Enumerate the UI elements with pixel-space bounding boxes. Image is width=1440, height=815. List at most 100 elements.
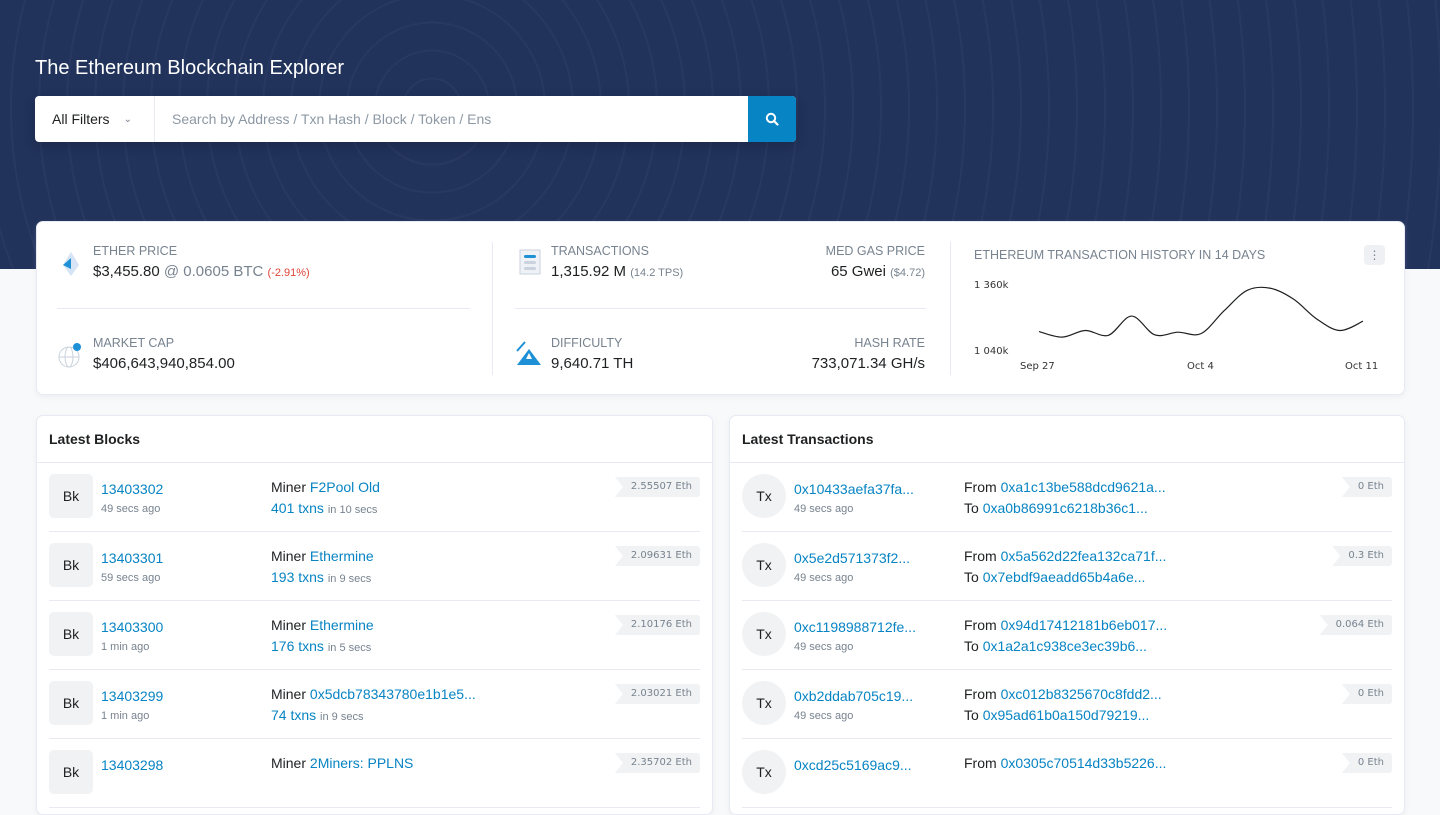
data-point-sep-28[interactable] xyxy=(1059,334,1065,340)
data-point-sep-29[interactable] xyxy=(1082,328,1088,334)
tx-hash-link[interactable]: 0xcd25c5169ac9... xyxy=(794,757,912,773)
search-icon xyxy=(765,112,779,126)
gas-price-stat[interactable]: Med Gas Price 65 Gwei ($4.72) xyxy=(826,244,925,280)
stats-card: Ether Price $3,455.80 @ 0.0605 BTC (-2.9… xyxy=(36,221,1405,395)
tx-age: 49 secs ago xyxy=(794,572,854,584)
data-point-oct-6[interactable] xyxy=(1244,287,1250,293)
block-badge: Bk xyxy=(49,612,93,656)
data-point-oct-4[interactable] xyxy=(1198,331,1204,337)
miner-label: Miner xyxy=(271,617,307,633)
to-address-link[interactable]: 0x95ad61b0a150d79219... xyxy=(982,707,1150,723)
ethereum-icon xyxy=(63,252,79,276)
tx-hash-link[interactable]: 0xc1198988712fe... xyxy=(794,619,916,635)
block-age: 1 min ago xyxy=(101,641,150,653)
tx-badge: Tx xyxy=(742,612,786,656)
data-point-oct-3[interactable] xyxy=(1175,329,1181,335)
x-tick-label: Sep 27 xyxy=(1020,361,1055,372)
block-reward: 2.35702 Eth xyxy=(614,753,700,773)
data-point-oct-7[interactable] xyxy=(1267,285,1273,291)
tx-hash-link[interactable]: 0x10433aefa37fa... xyxy=(794,481,914,497)
from-label: From xyxy=(964,479,997,495)
tx-hash-link[interactable]: 0xb2ddab705c19... xyxy=(794,688,914,704)
txns-link[interactable]: 401 txns xyxy=(271,500,324,516)
data-point-oct-9[interactable] xyxy=(1314,316,1320,322)
block-badge: Bk xyxy=(49,750,93,794)
search-bar: All Filters ⌄ xyxy=(35,96,796,142)
transactions-icon xyxy=(519,249,541,275)
from-address-link[interactable]: 0x0305c70514d33b5226... xyxy=(1000,755,1167,771)
txns-link[interactable]: 176 txns xyxy=(271,638,324,654)
filter-label: All Filters xyxy=(52,111,110,127)
transactions-label: Transactions xyxy=(551,244,649,258)
txns-link[interactable]: 193 txns xyxy=(271,569,324,585)
block-number-link[interactable]: 13403299 xyxy=(101,688,164,704)
tx-age: 49 secs ago xyxy=(794,710,854,722)
miner-link[interactable]: Ethermine xyxy=(309,548,374,564)
txns-link[interactable]: 74 txns xyxy=(271,707,317,723)
x-tick-label: Oct 11 xyxy=(1345,361,1379,372)
block-number-link[interactable]: 13403298 xyxy=(101,757,164,773)
gas-price-value: 65 Gwei xyxy=(830,263,886,280)
ether-price-change: (-2.91%) xyxy=(267,267,310,279)
tx-hash-link[interactable]: 0x5e2d571373f2... xyxy=(794,550,910,566)
tx-value: 0.3 Eth xyxy=(1332,546,1392,566)
transactions-value: 1,315.92 M xyxy=(551,263,627,280)
chevron-down-icon: ⌄ xyxy=(123,113,132,125)
from-address-link[interactable]: 0x94d17412181b6eb017... xyxy=(1000,617,1168,633)
data-point-oct-11[interactable] xyxy=(1360,318,1366,324)
block-number-link[interactable]: 13403300 xyxy=(101,619,164,635)
filter-dropdown[interactable]: All Filters ⌄ xyxy=(35,96,155,142)
data-point-oct-2[interactable] xyxy=(1152,332,1158,338)
to-address-link[interactable]: 0xa0b86991c6218b36c1... xyxy=(982,500,1148,516)
data-point-oct-1[interactable] xyxy=(1129,313,1135,319)
miner-label: Miner xyxy=(271,755,307,771)
block-reward: 2.03021 Eth xyxy=(614,684,700,704)
tx-age: 49 secs ago xyxy=(794,503,854,515)
series-line xyxy=(1038,286,1364,338)
search-button[interactable] xyxy=(748,96,796,142)
transaction-row: Tx 0xc1198988712fe... 49 secs ago From 0x… xyxy=(742,601,1392,670)
transaction-history-chart xyxy=(1037,285,1366,340)
block-row: Bk 13403302 49 secs ago Miner F2Pool Old … xyxy=(49,463,700,532)
difficulty-mountain-icon xyxy=(516,341,541,365)
data-point-sep-30[interactable] xyxy=(1105,332,1111,338)
data-point-sep-27[interactable] xyxy=(1037,329,1042,335)
from-address-link[interactable]: 0xc012b8325670c8fdd2... xyxy=(1000,686,1162,702)
latest-transactions-title: Latest Transactions xyxy=(730,416,1404,463)
page-title: The Ethereum Blockchain Explorer xyxy=(35,57,345,79)
miner-link[interactable]: Ethermine xyxy=(309,617,374,633)
data-point-oct-10[interactable] xyxy=(1337,328,1343,334)
miner-link[interactable]: 2Miners: PPLNS xyxy=(309,755,414,771)
block-reward: 2.55507 Eth xyxy=(614,477,700,497)
divider xyxy=(57,308,470,309)
block-time: in 9 secs xyxy=(327,573,372,585)
transaction-row: Tx 0xcd25c5169ac9... From 0x0305c70514d3… xyxy=(742,739,1392,808)
block-age: 49 secs ago xyxy=(101,503,161,515)
block-age: 59 secs ago xyxy=(101,572,161,584)
to-label: To xyxy=(964,569,979,585)
difficulty-stat: Difficulty 9,640.71 TH xyxy=(551,336,633,372)
block-number-link[interactable]: 13403302 xyxy=(101,481,164,497)
hash-rate-stat: Hash Rate 733,071.34 GH/s xyxy=(812,336,925,372)
to-address-link[interactable]: 0x1a2a1c938ce3ec39b6... xyxy=(982,638,1147,654)
miner-link[interactable]: 0x5dcb78343780e1b1e5... xyxy=(309,686,476,702)
to-address-link[interactable]: 0x7ebdf9aeadd65b4a6e... xyxy=(982,569,1146,585)
from-address-link[interactable]: 0xa1c13be588dcd9621a... xyxy=(1000,479,1166,495)
tx-badge: Tx xyxy=(742,681,786,725)
to-label: To xyxy=(964,638,979,654)
block-age: 1 min ago xyxy=(101,710,150,722)
from-address-link[interactable]: 0x5a562d22fea132ca71f... xyxy=(1000,548,1167,564)
data-point-oct-5[interactable] xyxy=(1221,308,1227,314)
latest-transactions-panel: Latest Transactions Tx 0x10433aefa37fa..… xyxy=(729,415,1405,815)
chart-menu-button[interactable]: ⋮ xyxy=(1364,245,1385,265)
ether-price-label: Ether Price xyxy=(93,244,178,258)
tx-value: 0 Eth xyxy=(1341,753,1392,773)
tx-value: 0.064 Eth xyxy=(1319,615,1392,635)
block-time: in 9 secs xyxy=(320,711,364,723)
data-point-oct-8[interactable] xyxy=(1291,296,1297,302)
tx-value: 0 Eth xyxy=(1341,684,1392,704)
block-number-link[interactable]: 13403301 xyxy=(101,550,164,566)
miner-link[interactable]: F2Pool Old xyxy=(309,479,380,495)
hero-banner: The Ethereum Blockchain Explorer All Fil… xyxy=(0,0,1440,269)
search-input[interactable] xyxy=(155,96,748,142)
